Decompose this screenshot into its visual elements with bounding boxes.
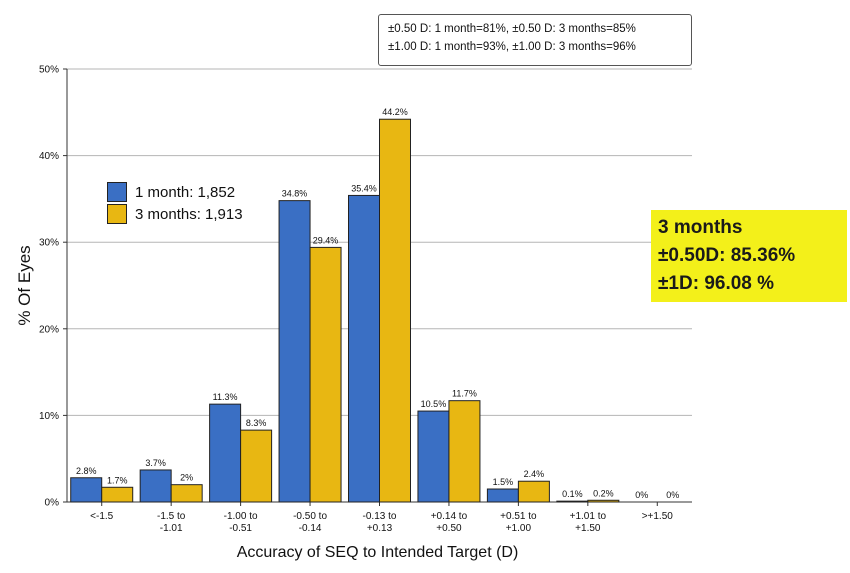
data-label: 34.8% [282,189,308,199]
legend-swatch-1-month [107,182,127,202]
y-tick-label: 30% [39,238,59,249]
x-tick-label: +0.13 [367,523,393,534]
bar-1-month [556,500,589,503]
data-label: 0.2% [593,488,614,498]
bar-3-months [170,484,203,503]
summary-line-2: ±1.00 D: 1 month=93%, ±1.00 D: 3 months=… [388,41,636,53]
bar-1-month [209,403,242,503]
bar-1-month [70,477,103,503]
data-label: 2.4% [524,469,545,479]
x-tick-label: -1.01 [160,523,183,534]
y-tick-label: 50% [39,65,59,76]
y-tick-label: 40% [39,151,59,162]
bar-1-month [486,488,519,503]
x-tick-label: -0.51 [229,523,252,534]
data-label: 2.8% [76,466,97,476]
bar-1-month [417,410,450,503]
x-tick-label: +0.50 [436,523,462,534]
data-label: 44.2% [382,107,408,117]
legend-label-1-month: 1 month: 1,852 [135,183,236,201]
x-tick-label: +1.50 [575,523,601,534]
x-tick-label: -1.5 to [157,511,186,522]
bar-3-months [517,480,550,503]
data-label: 8.3% [246,418,267,428]
data-label: 0% [635,490,648,500]
callout-title: 3 months [658,217,743,238]
callout-line-1d: ±1D: 96.08 % [658,273,775,294]
legend-swatch-3-months [107,204,127,224]
data-label: 0.1% [562,489,583,499]
data-label: 11.7% [452,389,477,399]
x-tick-label: >+1.50 [642,511,674,522]
x-tick-label: -1.00 to [224,511,258,522]
data-label: 35.4% [351,183,377,193]
legend-label-3-months: 3 months: 1,913 [135,205,243,223]
data-label: 11.3% [213,392,238,402]
x-tick-label: +0.51 to [500,511,537,522]
x-axis-title: Accuracy of SEQ to Intended Target (D) [237,544,519,561]
y-tick-label: 20% [39,324,59,335]
data-label: 3.7% [145,458,166,468]
legend: 1 month: 1,852 3 months: 1,913 [107,181,243,225]
bar-3-months [309,246,342,503]
y-axis-title: % Of Eyes [15,245,34,325]
x-tick-label: -0.13 to [363,511,397,522]
x-tick-label: +1.00 [506,523,532,534]
x-tick-label: <-1.5 [90,511,114,522]
x-tick-label: -0.14 [299,523,322,534]
bar-1-month [278,200,311,503]
data-label: 1.7% [107,475,128,485]
x-tick-label: -0.50 to [293,511,327,522]
x-tick-label: +0.14 to [431,511,468,522]
x-tick-label: +1.01 to [570,511,607,522]
data-label: 0% [666,490,679,500]
data-label: 10.5% [421,399,447,409]
bar-1-month [348,194,380,503]
bar-3-months [101,486,134,503]
y-tick-label: 0% [45,498,60,509]
bar-3-months [240,429,273,503]
highlight-callout: 3 months ±0.50D: 85.36% ±1D: 96.08 % [651,210,847,302]
summary-line-1: ±0.50 D: 1 month=81%, ±0.50 D: 3 months=… [388,23,636,35]
y-tick-label: 10% [39,411,59,422]
data-label: 2% [180,473,193,483]
data-label: 1.5% [493,477,514,487]
data-label: 29.4% [313,235,339,245]
bar-1-month [139,469,172,503]
bar-3-months [587,499,620,503]
callout-line-050: ±0.50D: 85.36% [658,245,796,266]
bar-3-months [379,118,411,503]
bar-3-months [448,400,481,503]
summary-box: ±0.50 D: 1 month=81%, ±0.50 D: 3 months=… [378,14,692,66]
legend-item-3-months: 3 months: 1,913 [107,203,243,225]
legend-item-1-month: 1 month: 1,852 [107,181,243,203]
